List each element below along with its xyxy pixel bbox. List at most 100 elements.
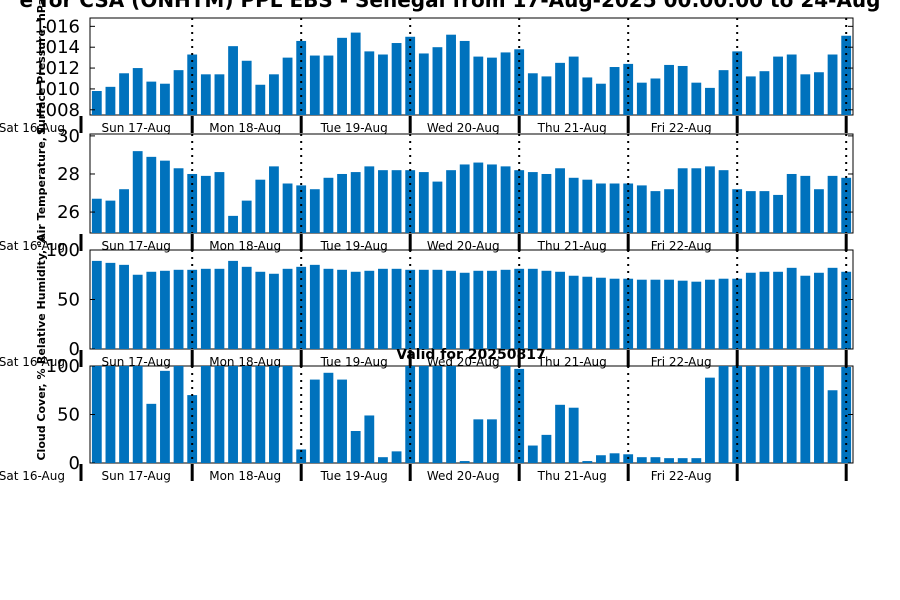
y-tick-label: 1010 xyxy=(34,79,80,100)
data-bar xyxy=(773,56,783,115)
x-day-label: Sat 16-Aug xyxy=(0,469,65,483)
data-bar xyxy=(173,366,184,463)
data-bar xyxy=(841,366,852,463)
data-bar xyxy=(582,77,593,115)
x-day-label: Sat 16-Aug xyxy=(0,121,65,135)
data-bar xyxy=(132,274,143,349)
data-bar xyxy=(527,73,538,115)
data-bar xyxy=(582,179,593,233)
data-bar xyxy=(827,175,838,233)
data-bar xyxy=(228,366,238,463)
x-day-label: Thu 21-Aug xyxy=(537,121,607,135)
data-bar xyxy=(146,156,157,233)
data-bar xyxy=(132,151,143,233)
data-bar xyxy=(759,366,770,463)
data-bar xyxy=(296,185,307,233)
data-bar xyxy=(555,271,565,349)
data-bar xyxy=(309,189,320,233)
data-bar xyxy=(241,266,252,349)
data-bar xyxy=(814,72,824,115)
data-bar xyxy=(337,379,347,463)
data-bar xyxy=(718,278,729,349)
data-bar xyxy=(323,55,334,115)
data-bar xyxy=(119,264,129,349)
data-bar xyxy=(773,366,783,463)
y-tick-label: 1016 xyxy=(34,16,80,37)
data-bar xyxy=(473,419,484,463)
data-bar xyxy=(527,445,538,463)
data-bar xyxy=(364,415,375,463)
data-bar xyxy=(378,457,388,463)
data-bar xyxy=(691,82,702,115)
data-bar xyxy=(282,366,293,463)
y-axis-label: Air Temperature, C xyxy=(35,125,48,242)
data-bar xyxy=(119,189,129,233)
data-bar xyxy=(664,189,674,233)
data-bar xyxy=(800,175,811,233)
data-bar xyxy=(214,268,225,349)
data-bar xyxy=(636,185,647,233)
data-bar xyxy=(650,457,661,463)
data-bar xyxy=(91,260,102,349)
data-bar xyxy=(636,82,647,115)
y-axis-label: Cloud Cover, % xyxy=(35,368,48,460)
data-bar xyxy=(323,177,334,233)
data-bar xyxy=(378,170,388,233)
x-day-label: Fri 22-Aug xyxy=(651,239,712,253)
data-bar xyxy=(609,278,620,349)
data-bar xyxy=(786,366,797,463)
data-bar xyxy=(636,457,647,463)
data-bar xyxy=(664,279,674,349)
data-bar xyxy=(105,200,116,233)
data-bar xyxy=(650,78,661,115)
data-bar xyxy=(568,177,579,233)
data-bar xyxy=(350,271,361,349)
data-bar xyxy=(596,83,606,115)
data-bar xyxy=(91,366,102,463)
data-bar xyxy=(323,268,334,349)
data-bar xyxy=(541,270,552,349)
data-bar xyxy=(432,269,443,349)
data-bar xyxy=(582,461,593,463)
y-tick-label: 26 xyxy=(57,202,80,223)
chart-title: e for CSA (ONHTM) PPL EBS - Senegal from… xyxy=(19,0,880,12)
data-bar xyxy=(187,269,198,349)
data-bar xyxy=(432,47,443,116)
data-bar xyxy=(691,168,702,233)
data-bar xyxy=(500,52,511,115)
data-bar xyxy=(146,271,157,349)
data-bar xyxy=(527,172,538,233)
x-day-label: Wed 20-Aug xyxy=(427,469,500,483)
y-tick-label: 30 xyxy=(57,126,80,147)
data-bar xyxy=(473,270,484,349)
data-bar xyxy=(745,191,756,233)
data-bar xyxy=(200,268,211,349)
data-bar xyxy=(282,183,293,233)
data-bar xyxy=(405,269,416,349)
data-bar xyxy=(105,86,116,115)
data-bar xyxy=(827,267,838,349)
x-day-label: Thu 21-Aug xyxy=(537,469,607,483)
data-bar xyxy=(555,168,565,233)
data-bar xyxy=(459,164,470,233)
data-bar xyxy=(309,379,320,463)
data-bar xyxy=(364,166,375,233)
data-bar xyxy=(718,170,729,233)
y-tick-label: 50 xyxy=(57,290,80,311)
data-bar xyxy=(623,183,634,233)
x-day-label: Wed 20-Aug xyxy=(427,239,500,253)
data-bar xyxy=(418,53,429,115)
data-bar xyxy=(446,366,456,463)
y-tick-label: 28 xyxy=(57,164,80,185)
data-bar xyxy=(350,430,361,463)
data-bar xyxy=(200,175,211,233)
x-day-label: Fri 22-Aug xyxy=(651,121,712,135)
y-axis-label: Relative Humidity, % xyxy=(35,235,48,364)
data-bar xyxy=(173,168,184,233)
data-bar xyxy=(391,451,402,463)
data-bar xyxy=(745,366,756,463)
data-bar xyxy=(405,170,416,233)
data-bar xyxy=(132,366,143,463)
data-bar xyxy=(718,366,729,463)
